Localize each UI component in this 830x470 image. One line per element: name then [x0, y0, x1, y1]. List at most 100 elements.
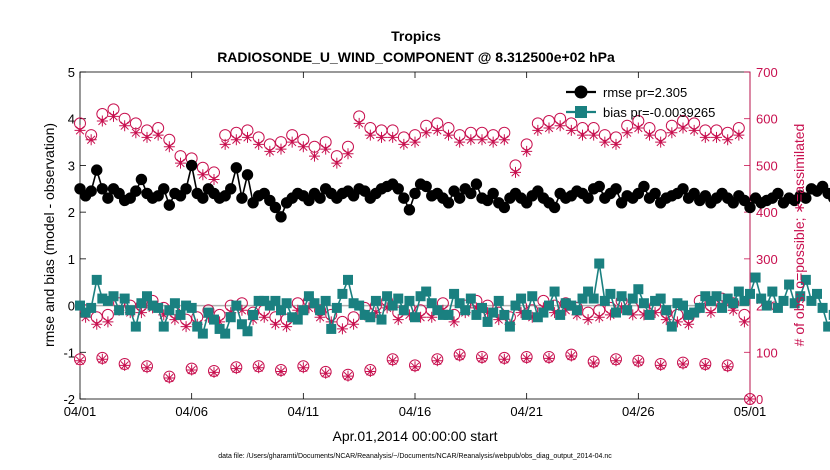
obs-assimilated-point — [616, 302, 628, 314]
bias-point — [488, 307, 499, 318]
bias-point — [382, 291, 393, 302]
rmse-point — [610, 183, 622, 195]
obs-assimilated-point — [582, 314, 594, 326]
bias-point — [588, 293, 599, 304]
bias-point — [454, 298, 465, 309]
bias-point — [192, 321, 203, 332]
bias-point — [812, 288, 822, 299]
bias-point — [538, 307, 549, 318]
rmse-point — [548, 201, 561, 214]
y-axis-label-left: rmse and bias (model - observation) — [41, 123, 57, 347]
bias-point — [119, 293, 130, 304]
obs-assimilated-point — [269, 318, 281, 330]
bias-point — [577, 293, 588, 304]
bias-point — [482, 316, 493, 327]
obs-assimilated-point — [214, 316, 226, 328]
bias-point — [354, 300, 365, 311]
obs-assimilated-point — [74, 355, 86, 367]
obs-assimilated-point — [521, 352, 533, 364]
bias-point — [711, 291, 722, 302]
rmse-point — [772, 187, 784, 200]
x-tick-label: 04/06 — [175, 404, 208, 419]
obs-assimilated-point — [733, 129, 745, 141]
obs-assimilated-point — [119, 359, 131, 371]
bias-point — [404, 295, 415, 306]
rmse-point — [91, 164, 103, 176]
obs-assimilated-point — [688, 124, 700, 136]
bias-point — [633, 284, 644, 295]
bias-point — [806, 295, 817, 306]
bias-point — [320, 295, 331, 306]
obs-assimilated-point — [102, 316, 114, 328]
bias-point — [276, 305, 286, 316]
bias-point — [125, 305, 136, 316]
obs-assimilated-point — [487, 136, 499, 148]
obs-assimilated-point — [387, 131, 399, 143]
rmse-point — [314, 192, 326, 204]
x-tick-label: 04/01 — [64, 404, 97, 419]
rmse-point — [403, 204, 416, 216]
obs-assimilated-point — [292, 304, 304, 316]
obs-assimilated-point — [627, 309, 639, 321]
bias-point — [817, 302, 828, 313]
obs-assimilated-point — [677, 358, 689, 370]
rmse-point — [102, 192, 114, 204]
obs-assimilated-point — [727, 304, 739, 316]
bias-point — [270, 295, 281, 306]
data-file-note: data file: /Users/gharamti/Documents/NCA… — [218, 453, 612, 460]
bias-point — [225, 312, 236, 323]
y-tick-label: -2 — [63, 392, 75, 407]
obs-assimilated-point — [74, 124, 86, 136]
obs-assimilated-point — [699, 359, 711, 371]
y-tick-label: 3 — [68, 158, 75, 173]
rmse-point — [230, 162, 243, 174]
obs-assimilated-point — [426, 311, 438, 323]
y-tick-label-right: 600 — [756, 112, 778, 127]
x-tick-label: 04/26 — [622, 404, 655, 419]
x-tick-label: 05/01 — [734, 404, 767, 419]
bias-point — [555, 309, 566, 320]
obs-assimilated-point — [470, 302, 482, 314]
bias-point — [248, 309, 259, 320]
bias-point — [370, 295, 381, 306]
bias-point — [331, 302, 342, 313]
bias-point — [175, 309, 186, 320]
rmse-point — [180, 183, 192, 195]
y-tick-label-right: 300 — [756, 252, 778, 267]
y-axis-label-right: # of obs: o=possible; ∗=assimilated — [791, 124, 807, 347]
bias-point — [443, 309, 454, 320]
bias-point — [823, 321, 830, 332]
rmse-point — [163, 199, 176, 211]
bias-point — [410, 312, 420, 323]
obs-assimilated-point — [521, 145, 533, 157]
obs-assimilated-point — [711, 131, 722, 143]
obs-assimilated-point — [348, 318, 360, 330]
y-tick-label: 2 — [68, 205, 75, 220]
obs-assimilated-point — [398, 138, 410, 150]
obs-assimilated-point — [632, 122, 644, 134]
bias-point — [164, 305, 175, 316]
obs-assimilated-point — [644, 129, 655, 141]
rmse-point — [185, 159, 198, 172]
bias-point — [599, 295, 610, 306]
obs-assimilated-point — [610, 138, 622, 150]
bias-point — [571, 305, 582, 316]
obs-assimilated-point — [738, 316, 750, 328]
obs-assimilated-point — [370, 307, 382, 319]
bias-point — [343, 274, 353, 285]
rmse-point — [197, 192, 209, 204]
obs-assimilated-point — [476, 352, 488, 364]
obs-assimilated-point — [543, 352, 555, 364]
bias-point — [75, 300, 85, 311]
obs-assimilated-point — [532, 124, 544, 136]
obs-assimilated-point — [141, 362, 153, 374]
rmse-point — [392, 183, 404, 195]
bias-point — [544, 300, 554, 311]
bias-point — [376, 314, 387, 325]
obs-assimilated-point — [510, 166, 521, 178]
x-axis: 04/01 04/06 04/11 04/16 04/21 04/26 05/01 — [64, 72, 767, 419]
obs-assimilated-point — [85, 134, 97, 146]
bias-point — [365, 312, 376, 323]
obs-assimilated-point — [543, 122, 555, 134]
